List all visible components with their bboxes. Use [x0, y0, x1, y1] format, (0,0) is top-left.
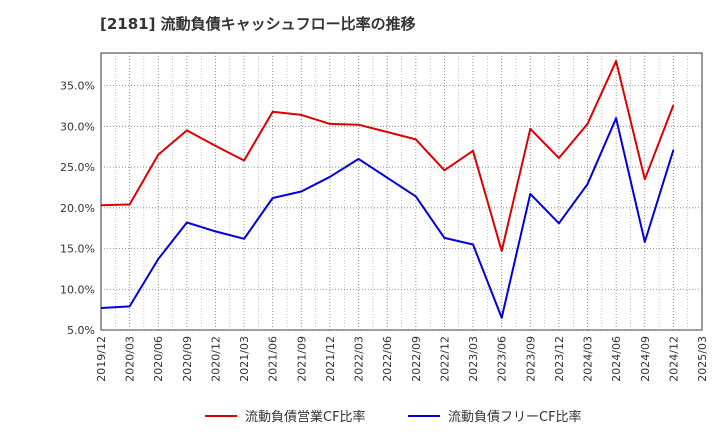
x-tick-label: 2025/03	[696, 336, 709, 382]
x-tick-label: 2020/06	[152, 336, 165, 382]
x-tick-label: 2023/12	[553, 336, 566, 382]
x-tick-label: 2024/09	[639, 336, 652, 382]
chart-title: [2181] 流動負債キャッシュフロー比率の推移	[100, 15, 416, 33]
legend-label-1: 流動負債営業CF比率	[245, 409, 366, 425]
y-axis: 5.0% 10.0% 15.0% 20.0% 25.0% 30.0% 35.0%	[60, 80, 95, 337]
x-tick-label: 2021/03	[238, 336, 251, 382]
x-tick-label: 2022/06	[381, 336, 394, 382]
x-tick-label: 2021/06	[267, 336, 280, 382]
y-tick-label: 10.0%	[60, 283, 95, 296]
y-tick-label: 25.0%	[60, 161, 95, 174]
series-line-1	[100, 60, 675, 252]
y-tick-label: 20.0%	[60, 202, 95, 215]
y-tick-label: 35.0%	[60, 80, 95, 93]
x-tick-label: 2020/03	[124, 336, 137, 382]
y-tick-label: 30.0%	[60, 120, 95, 133]
series-line-2	[100, 117, 675, 319]
x-tick-label: 2024/06	[610, 336, 623, 382]
x-tick-label: 2022/03	[353, 336, 366, 382]
x-tick-label: 2021/09	[295, 336, 308, 382]
x-tick-label: 2022/09	[410, 336, 423, 382]
x-tick-label: 2023/03	[467, 336, 480, 382]
legend: 流動負債営業CF比率 流動負債フリーCF比率	[205, 409, 582, 425]
legend-label-2: 流動負債フリーCF比率	[448, 409, 582, 425]
y-tick-label: 15.0%	[60, 243, 95, 256]
x-tick-label: 2021/12	[324, 336, 337, 382]
x-tick-label: 2019/12	[95, 336, 108, 382]
x-tick-label: 2020/09	[181, 336, 194, 382]
x-tick-label: 2024/03	[582, 336, 595, 382]
y-tick-label: 5.0%	[67, 324, 95, 337]
x-tick-label: 2023/09	[524, 336, 537, 382]
series-lines	[100, 60, 675, 319]
x-axis: 2019/12 2020/03 2020/06 2020/09 2020/12 2021/…	[95, 336, 709, 382]
x-tick-label: 2020/12	[209, 336, 222, 382]
x-tick-label: 2023/06	[496, 336, 509, 382]
x-tick-label: 2022/12	[438, 336, 451, 382]
x-tick-label: 2024/12	[667, 336, 680, 382]
